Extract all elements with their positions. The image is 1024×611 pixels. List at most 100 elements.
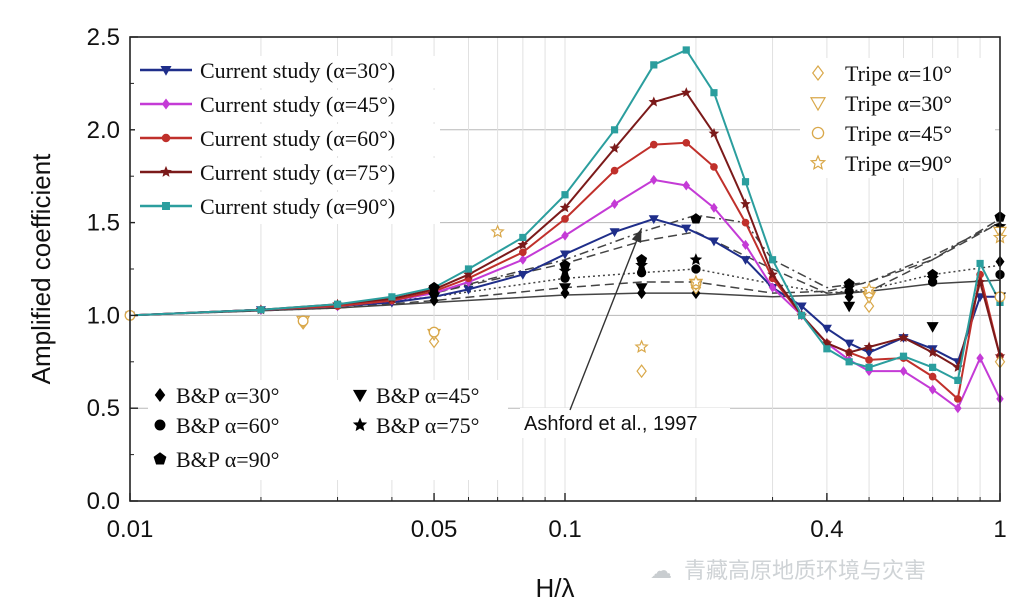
legend-label: Current study (α=90°) xyxy=(200,194,395,219)
legend-marker xyxy=(162,202,170,210)
y-tick-label: 1.0 xyxy=(87,302,120,329)
data-point xyxy=(768,282,777,293)
y-tick-label: 0.5 xyxy=(87,395,120,422)
x-tick-label: 1 xyxy=(993,516,1006,543)
data-point xyxy=(975,293,986,303)
data-point xyxy=(610,166,619,175)
data-point xyxy=(517,239,529,250)
tripe-point xyxy=(490,224,505,238)
annotation-arrow xyxy=(569,227,643,411)
data-point xyxy=(708,237,719,247)
legend-bg xyxy=(135,90,440,122)
data-point xyxy=(682,138,691,147)
bp-point xyxy=(558,283,572,294)
data-point xyxy=(650,61,658,69)
data-point xyxy=(519,233,527,242)
legend-label: B&P α=60° xyxy=(176,413,279,438)
legend-label: Tripe α=90° xyxy=(845,151,952,176)
bp-point xyxy=(636,268,647,278)
wechat-icon: ☁ xyxy=(650,558,672,583)
tripe-point xyxy=(634,339,649,354)
data-point xyxy=(650,174,658,185)
data-point xyxy=(561,215,569,223)
data-point xyxy=(518,248,527,257)
annotation-bg xyxy=(520,408,730,438)
data-point xyxy=(954,376,962,384)
legend-label: Current study (α=75°) xyxy=(200,160,395,185)
theory-line-2 xyxy=(129,264,1001,317)
legend-label: Tripe α=30° xyxy=(845,91,952,116)
reference-points-layer xyxy=(124,211,1008,379)
watermark: ☁ 青藏高原地质环境与灾害 xyxy=(650,558,926,584)
data-point xyxy=(821,324,832,334)
bp-point xyxy=(690,213,702,224)
data-point xyxy=(928,384,937,395)
bp-point xyxy=(843,278,855,289)
data-point xyxy=(610,126,619,134)
data-point xyxy=(682,46,690,54)
data-point xyxy=(388,293,396,301)
data-point xyxy=(559,202,571,213)
tripe-point xyxy=(863,299,875,314)
annotation-label: Ashford et al., 1997 xyxy=(524,413,697,435)
x-tick-label: 0.01 xyxy=(107,516,154,543)
bp-point xyxy=(635,258,648,271)
data-point xyxy=(740,256,751,265)
y-tick-label: 1.5 xyxy=(87,210,120,237)
axes-layer: 0.0 0.5 1.0 1.5 2.0 2.5 0.01 0.05 0.1 0.4 1 H/λ Ampl… xyxy=(26,24,1007,603)
bp-point xyxy=(691,264,701,274)
data-point xyxy=(843,346,855,358)
data-point xyxy=(767,269,778,280)
data-point xyxy=(519,254,527,265)
legend-marker xyxy=(352,389,368,403)
data-point xyxy=(649,140,658,149)
data-point xyxy=(929,363,937,371)
data-point xyxy=(928,372,937,381)
legend-layer: Current study (α=30°) Current study (α=45… xyxy=(135,56,995,480)
bp-point xyxy=(559,259,571,270)
data-point xyxy=(648,96,660,107)
legend-label: B&P α=30° xyxy=(176,383,279,408)
legend-label: Current study (α=60°) xyxy=(200,126,395,151)
bp-point xyxy=(843,301,856,313)
data-point xyxy=(463,269,474,280)
legend-bg xyxy=(800,58,995,88)
data-point xyxy=(899,366,908,377)
tripe-point xyxy=(297,315,309,327)
data-point xyxy=(609,228,620,238)
x-axis-title: H/λ xyxy=(536,573,575,603)
data-point xyxy=(648,215,659,225)
bp-point xyxy=(926,322,939,333)
data-point xyxy=(768,256,777,264)
legend-label: B&P α=45° xyxy=(376,383,479,408)
data-point xyxy=(798,311,806,319)
data-point xyxy=(740,198,751,209)
x-tick-label: 0.4 xyxy=(810,516,843,543)
legend-marker xyxy=(809,97,827,112)
data-point xyxy=(710,202,718,213)
data-point xyxy=(844,339,855,349)
watermark-text: 青藏高原地质环境与灾害 xyxy=(684,559,926,584)
tripe-point xyxy=(636,364,647,379)
data-point xyxy=(976,353,984,364)
legend-marker xyxy=(809,154,827,170)
tripe-point xyxy=(688,274,704,289)
bp-point xyxy=(560,273,570,283)
y-tick-label: 2.5 xyxy=(87,24,120,51)
legend-marker xyxy=(352,417,368,432)
bp-point xyxy=(636,253,648,265)
data-point xyxy=(953,395,962,403)
y-tick-label: 0.0 xyxy=(87,488,120,515)
legend-bg xyxy=(148,380,508,480)
data-point xyxy=(682,180,691,191)
bp-point xyxy=(558,264,572,277)
data-point xyxy=(865,363,873,371)
bp-point xyxy=(927,268,939,280)
bp-group-5 xyxy=(428,211,1006,293)
data-point xyxy=(609,142,620,153)
data-point xyxy=(681,87,692,98)
annotation-arrowhead xyxy=(631,228,642,243)
data-point xyxy=(610,199,619,210)
legend-bg xyxy=(135,192,440,224)
tripe-point xyxy=(861,281,877,296)
